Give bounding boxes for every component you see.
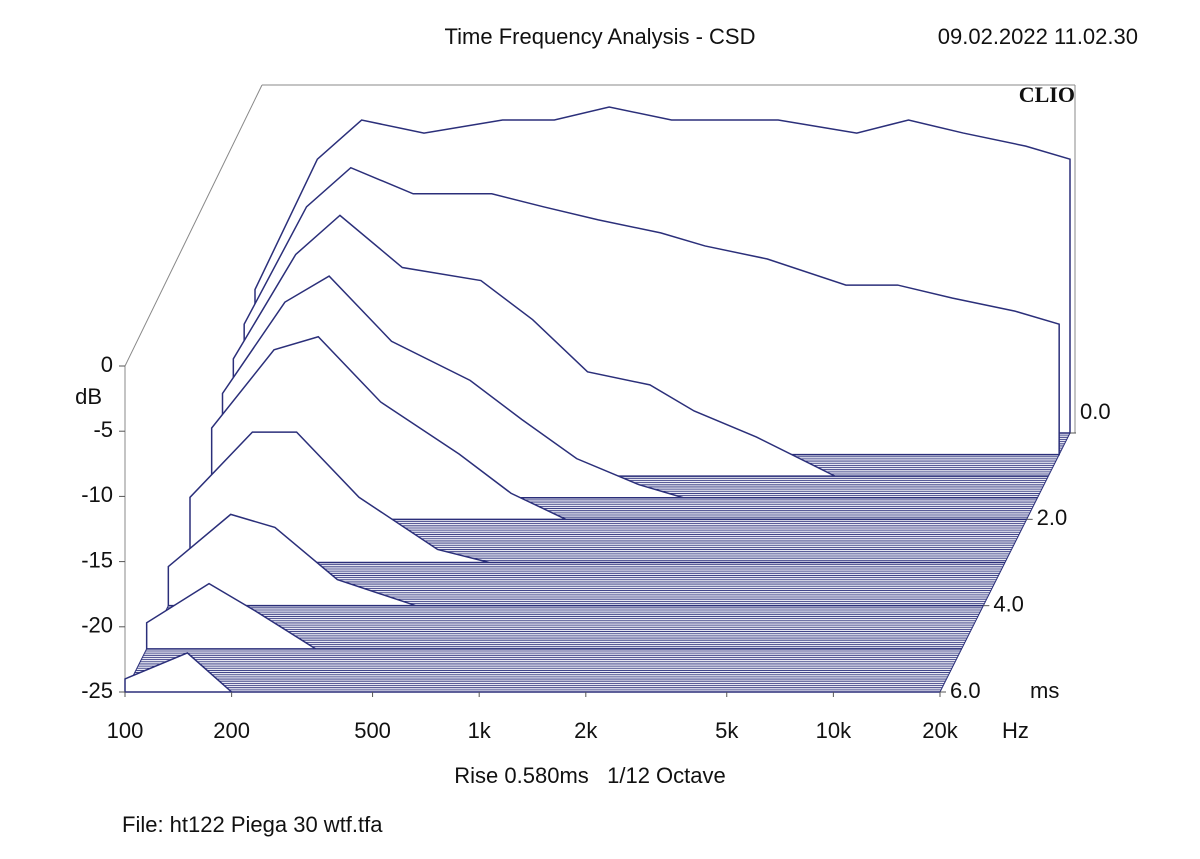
frame-line: [124, 84, 263, 367]
csd-slice: [145, 582, 962, 650]
x-tick-label: 1k: [468, 718, 492, 743]
x-tick-label: 100: [107, 718, 144, 743]
x-tick-label: 2k: [574, 718, 598, 743]
x-tick-label: 500: [354, 718, 391, 743]
x-tick-label: 10k: [816, 718, 852, 743]
chart-title: Time Frequency Analysis - CSD: [445, 24, 756, 49]
csd-slice: [210, 335, 1027, 521]
timestamp: 09.02.2022 11.02.30: [938, 24, 1138, 49]
csd-slice: [124, 652, 940, 693]
x-tick-label: 200: [213, 718, 250, 743]
z-unit: ms: [1030, 678, 1059, 703]
y-tick-label: -20: [81, 613, 113, 638]
x-unit: Hz: [1002, 718, 1029, 743]
y-tick-label: -15: [81, 547, 113, 572]
y-unit: dB: [75, 384, 102, 409]
z-tick-label: 6.0: [950, 678, 981, 703]
z-tick-label: 2.0: [1037, 505, 1068, 530]
brand: CLIO: [1019, 82, 1075, 107]
file-name: File: ht122 Piega 30 wtf.tfa: [122, 812, 383, 837]
z-tick-label: 0.0: [1080, 399, 1111, 424]
z-tick-label: 4.0: [993, 591, 1024, 616]
x-tick-label: 20k: [922, 718, 958, 743]
settings: Rise 0.580ms 1/12 Octave: [454, 763, 725, 788]
y-tick-label: 0: [101, 352, 113, 377]
x-tick-label: 5k: [715, 718, 739, 743]
csd-slice: [189, 431, 1005, 564]
y-tick-label: -25: [81, 678, 113, 703]
csd-slice: [167, 513, 984, 607]
y-tick-label: -10: [81, 482, 113, 507]
y-tick-label: -5: [93, 417, 113, 442]
